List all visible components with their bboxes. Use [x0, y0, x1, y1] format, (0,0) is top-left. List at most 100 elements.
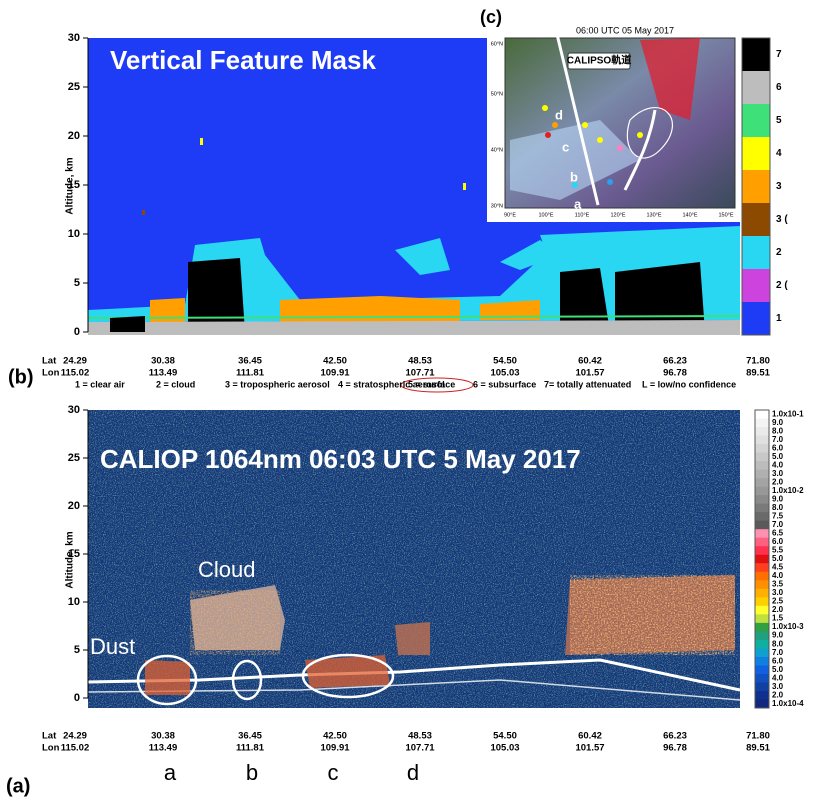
map-lon-label: 90°E — [504, 212, 516, 218]
colorbar-swatch — [755, 691, 769, 700]
lat-label: 48.53 — [408, 731, 432, 742]
lat-label: 36.45 — [238, 731, 262, 742]
colorbar-swatch — [755, 657, 769, 666]
y-tick-label: 0 — [74, 692, 80, 704]
lat-label: 71.80 — [746, 356, 770, 367]
colorbar-swatch — [742, 38, 770, 72]
lat-label: 36.45 — [238, 356, 262, 367]
colorbar-label: 5 — [776, 115, 782, 126]
lon-label: 107.71 — [405, 743, 435, 754]
colorbar-swatch — [755, 682, 769, 691]
lon-label: 113.49 — [149, 743, 178, 754]
y-tick-label: 10 — [68, 228, 80, 240]
site-label: d — [407, 760, 419, 785]
backscatter-panel: CALIOP 1064nm 06:03 UTC 5 May 2017 Cloud… — [6, 410, 740, 797]
colorbar-swatch — [755, 640, 769, 649]
lat-label: 24.29 — [63, 731, 87, 742]
colorbar-swatch — [755, 597, 769, 606]
y-tick-label: 20 — [68, 500, 80, 512]
map-site-label: c — [562, 139, 569, 154]
lon-label: 89.51 — [746, 368, 770, 379]
colorbar-swatch — [755, 606, 769, 615]
legend-entry: L = low/no confidence — [642, 379, 736, 389]
colorbar-label: 1.0x10-4 — [772, 699, 804, 708]
colorbar-label: 3 — [776, 181, 782, 192]
lon-label: 115.02 — [61, 743, 90, 754]
lat-label: 60.42 — [578, 356, 602, 367]
lat-label: 66.23 — [663, 356, 687, 367]
colorbar-swatch — [755, 410, 769, 419]
colorbar-swatch — [742, 104, 770, 138]
y-axis-label: Altitude, km — [65, 531, 76, 588]
colorbar-swatch — [755, 674, 769, 683]
lat-name: Lat — [42, 356, 57, 367]
lon-name: Lon — [42, 368, 60, 379]
panel-label: (a) — [6, 775, 30, 797]
lat-label: 60.42 — [578, 731, 602, 742]
colorbar-label: 4 — [776, 148, 782, 159]
colorbar-swatch — [755, 546, 769, 555]
map-lat-label: 40°N — [491, 147, 503, 153]
annotation: Dust — [90, 634, 135, 659]
lon-label: 111.81 — [236, 368, 265, 379]
y-tick-label: 30 — [68, 32, 80, 44]
colorbar-label: 3 ( — [776, 214, 788, 225]
colorbar-label: 2 — [776, 247, 782, 258]
legend-entry: 1 = clear air — [75, 379, 125, 389]
lat-label: 42.50 — [323, 356, 347, 367]
colorbar-swatch — [755, 563, 769, 572]
site-label: b — [246, 760, 258, 785]
legend-entry: 6 = subsurface — [473, 379, 536, 389]
site-label: c — [328, 760, 339, 785]
colorbar-swatch — [755, 419, 769, 428]
map-lon-label: 100°E — [538, 212, 553, 218]
y-tick-label: 30 — [68, 404, 80, 416]
map-lat-label: 60°N — [491, 41, 503, 47]
lat-label: 54.50 — [493, 356, 517, 367]
colorbar-swatch — [742, 170, 770, 204]
lon-label: 111.81 — [236, 743, 265, 754]
site-label: a — [164, 760, 177, 785]
colorbar-swatch — [755, 555, 769, 564]
lat-label: 71.80 — [746, 731, 770, 742]
colorbar-swatch — [755, 487, 769, 496]
lon-label: 105.03 — [490, 368, 519, 379]
colorbar-swatch — [755, 614, 769, 623]
lon-label: 96.78 — [663, 743, 687, 754]
figure: Vertical Feature Mask Altitude, km (b) C… — [0, 0, 817, 803]
lon-label: 109.91 — [320, 368, 350, 379]
colorbar-label: 7 — [776, 49, 782, 60]
colorbar-swatch — [755, 470, 769, 479]
lon-label: 105.03 — [490, 743, 519, 754]
colorbar-swatch — [742, 203, 770, 237]
colorbar-swatch — [755, 453, 769, 462]
colorbar-swatch — [755, 665, 769, 674]
map-lon-label: 130°E — [646, 212, 661, 218]
lat-name: Lat — [42, 731, 57, 742]
panel-title: CALIOP 1064nm 06:03 UTC 5 May 2017 — [100, 444, 581, 474]
colorbar-swatch — [755, 529, 769, 538]
panel-label: (b) — [8, 366, 34, 388]
map-lat-label: 30°N — [491, 203, 503, 209]
map-site-label: a — [574, 196, 582, 211]
lat-label: 24.29 — [63, 356, 87, 367]
y-tick-label: 25 — [68, 81, 80, 93]
y-tick-label: 10 — [68, 596, 80, 608]
legend-entry: 3 = tropospheric aerosol — [225, 379, 330, 389]
y-tick-label: 25 — [68, 452, 80, 464]
colorbar-swatch — [742, 71, 770, 105]
colorbar-swatch — [755, 521, 769, 530]
panel-label: (c) — [480, 7, 502, 27]
colorbar-swatch — [755, 436, 769, 445]
lat-label: 42.50 — [323, 731, 347, 742]
lon-label: 109.91 — [320, 743, 350, 754]
colorbar-swatch — [755, 512, 769, 521]
colorbar-swatch — [755, 623, 769, 632]
lon-label: 89.51 — [746, 743, 770, 754]
colorbar-swatch — [755, 572, 769, 581]
colorbar-swatch — [755, 478, 769, 487]
colorbar-label: 6 — [776, 82, 782, 93]
colorbar-swatch — [755, 427, 769, 436]
legend-entry: 7= totally attenuated — [544, 379, 631, 389]
map-lat-label: 50°N — [491, 91, 503, 97]
